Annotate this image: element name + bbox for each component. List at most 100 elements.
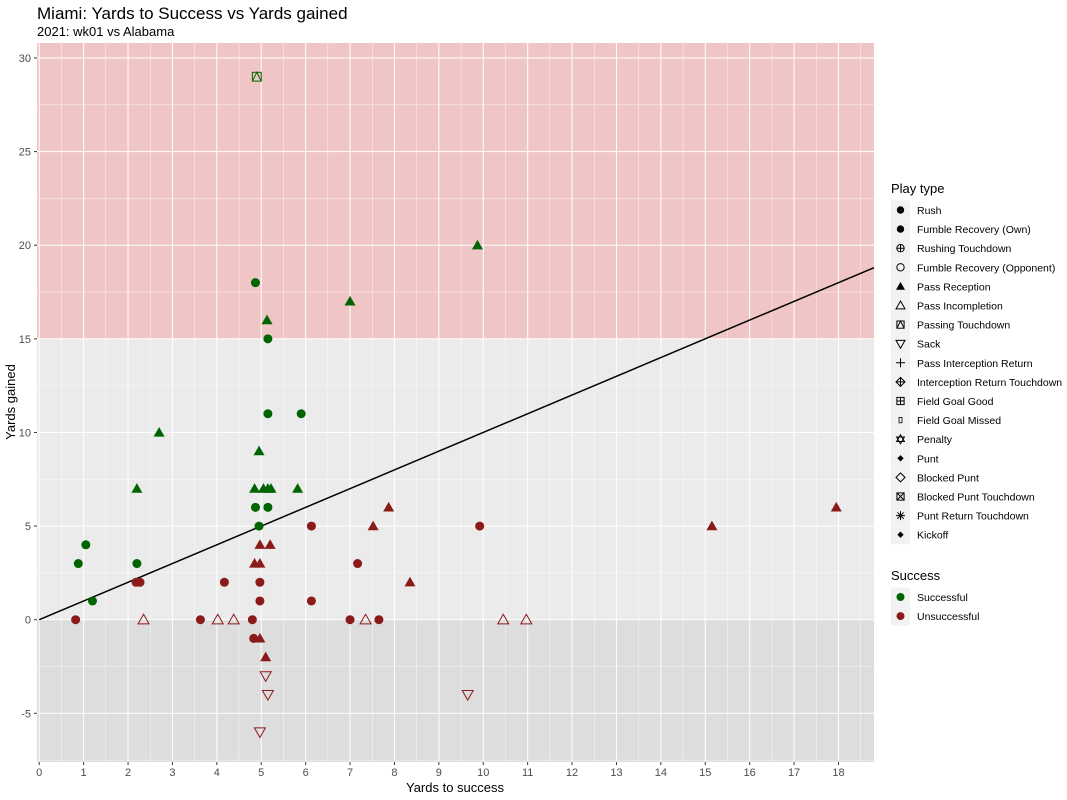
point-pass-reception-successful [253,445,265,456]
point-pass-reception-successful [344,295,356,306]
reference-line-y-equals-x [38,266,875,621]
point-pass-incompletion-unsuccessful [137,613,150,625]
legend-key-pass-incompletion [895,299,906,310]
y-tick-label: 15 [19,334,31,346]
legend-label-pass-incompletion: Pass Incompletion [917,301,1003,313]
legend-key-interception-return-touchdown [895,376,906,388]
legend-key-blocked-punt-touchdown [896,492,905,501]
point-pass-incompletion-unsuccessful [227,613,241,625]
legend-label-blocked-punt: Blocked Punt [917,472,979,484]
point-pass-reception-unsuccessful [830,501,842,512]
point-pass-reception-unsuccessful [254,539,266,549]
point-rush-unsuccessful [135,577,145,587]
point-rush-successful [263,502,273,512]
legend-label-fumble-recovery-opponent-: Fumble Recovery (Opponent) [917,262,1055,274]
legend-label-passing-touchdown: Passing Touchdown [917,320,1010,332]
y-tick-label: 0 [25,615,31,627]
point-rush-unsuccessful [195,615,205,625]
point-rush-successful [250,502,260,512]
point-rush-unsuccessful [255,596,265,606]
point-rush-successful [87,596,98,606]
legend-label-sack: Sack [917,339,941,351]
legend-key-bg [891,410,910,430]
point-rush-unsuccessful [306,521,316,531]
x-tick-label: 3 [169,767,175,779]
point-pass-reception-unsuccessful [383,501,395,512]
legend-key-rush [896,206,905,214]
legend-key-field-goal-missed [898,416,903,424]
point-pass-reception-successful [249,483,261,493]
point-rush-successful [73,559,83,569]
legend-key-bg [891,429,910,449]
legend-key-fumble-recovery-own- [896,225,905,233]
legend-key-unsuccessful [896,612,905,621]
point-pass-incompletion-unsuccessful [496,613,510,625]
point-rush-unsuccessful [374,615,384,625]
point-sack-unsuccessful [253,727,267,739]
point-sack-unsuccessful [259,671,273,683]
x-tick-label: 9 [436,767,442,779]
legend-key-field-goal-good [896,396,905,406]
point-pass-reception-unsuccessful [264,539,276,549]
point-rush-successful [250,278,260,288]
point-pass-reception-unsuccessful [254,632,266,643]
legend-label-penalty: Penalty [917,434,953,446]
legend-success-title: Success [891,568,941,583]
point-rush-successful [81,540,91,550]
x-tick-label: 2 [125,767,131,779]
legend-key-bg [891,315,910,335]
legend-label-unsuccessful: Unsuccessful [917,611,979,623]
x-axis: 0 1 2 3 4 5 6 7 8 9 10 11 12 13 14 15 16 17 18 [36,762,845,779]
point-pass-reception-unsuccessful [404,576,416,587]
point-rush-unsuccessful [353,559,363,569]
legend-key-punt-return-touchdown [896,511,905,521]
point-rush-unsuccessful [306,596,316,606]
point-pass-reception-successful [153,426,165,437]
legend-key-penalty [895,433,906,445]
point-rush-unsuccessful [219,577,229,587]
legend-label-field-goal-missed: Field Goal Missed [917,415,1001,427]
legend-key-sack [895,339,906,350]
x-tick-label: 16 [744,767,756,779]
x-tick-label: 4 [214,767,220,779]
point-rush-unsuccessful [71,615,81,625]
point-passing-touchdown-successful [251,71,262,82]
legend-key-bg [891,257,910,277]
x-tick-label: 7 [347,767,353,779]
legend-label-field-goal-good: Field Goal Good [917,396,994,408]
point-pass-reception-successful [265,483,277,493]
legend-key-bg [891,334,910,354]
legend-label-kickoff: Kickoff [917,530,948,542]
band-2 [37,619,874,762]
legend-success: Success Successful Unsuccessful [891,568,979,626]
x-tick-label: 11 [522,767,533,779]
x-tick-label: 8 [391,767,397,779]
legend-key-kickoff [897,531,904,538]
x-tick-label: 13 [610,767,622,779]
point-pass-reception-successful [292,483,304,493]
legend-key-pass-interception-return [896,358,905,368]
legend-label-pass-interception-return: Pass Interception Return [917,358,1033,370]
x-tick-label: 18 [832,767,844,779]
point-pass-reception-successful [261,314,273,325]
point-rush-unsuccessful [345,615,355,625]
background-bands [37,43,874,762]
y-tick-label: 30 [19,53,31,65]
y-tick-label: 20 [19,240,31,252]
legend-key-bg [891,467,910,487]
legend-label-rushing-touchdown: Rushing Touchdown [917,243,1012,255]
point-pass-incompletion-unsuccessful [359,613,372,625]
grid-lines [37,43,874,762]
point-rush-unsuccessful [475,521,485,531]
legend-key-bg [891,296,910,315]
legend-play-type-title: Play type [891,181,944,196]
legend-key-blocked-punt [895,472,906,483]
legend-label-pass-reception: Pass Reception [917,281,991,293]
reference-line [38,266,875,621]
legend-label-punt: Punt [917,453,939,465]
legend-play-type: Play type Rush Fumble Recovery (Own) Rushin… [891,181,1062,545]
point-pass-reception-unsuccessful [706,520,718,531]
band-0 [37,43,874,339]
y-tick-label: 10 [19,427,31,439]
